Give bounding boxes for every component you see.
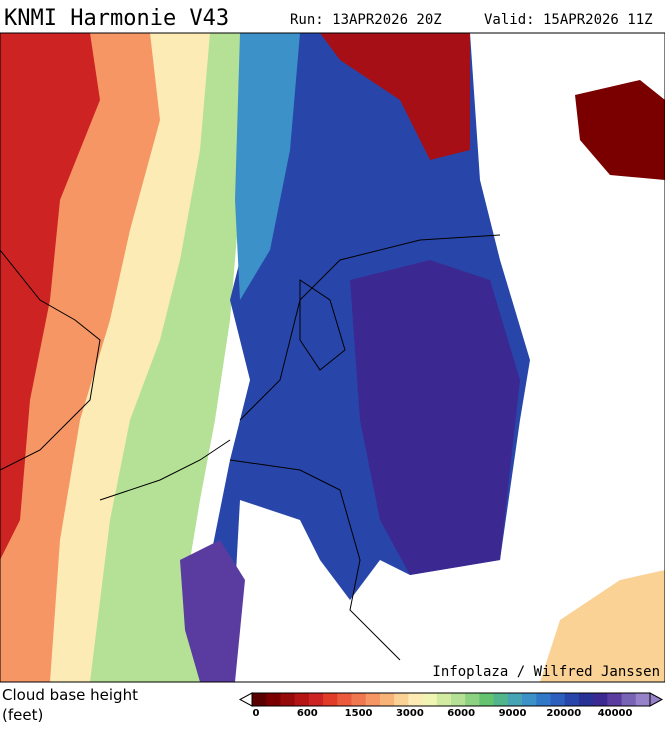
colorbar-label: 0 <box>253 708 260 719</box>
field-purple-south <box>180 540 245 682</box>
field-darkred-north <box>320 33 470 160</box>
colorbar-swatch <box>422 693 438 706</box>
legend-title: Cloud base height <box>2 686 138 704</box>
field-yellow-se <box>540 570 665 682</box>
colorbar-swatch <box>465 693 480 706</box>
colorbar-swatch <box>593 693 608 706</box>
colorbar-swatch <box>394 693 409 706</box>
colorbar-swatch <box>621 693 637 706</box>
colorbar-swatch <box>635 693 651 706</box>
colorbar-swatch <box>493 693 509 706</box>
field-purple <box>350 260 520 575</box>
colorbar-label: 600 <box>297 708 318 719</box>
colorbar-label: 20000 <box>546 708 581 719</box>
colorbar-swatch <box>308 693 324 706</box>
colorbar-swatch <box>266 693 281 706</box>
colorbar-swatch <box>522 693 537 706</box>
colorbar-label: 1500 <box>345 708 373 719</box>
colorbar: 0 600 1500 3000 6000 9000 20000 40000 <box>238 692 664 719</box>
colorbar-swatch <box>323 693 338 706</box>
colorbar-swatch <box>280 693 296 706</box>
run-time: Run: 13APR2026 20Z <box>290 12 442 28</box>
legend-unit: (feet) <box>2 706 43 724</box>
coastlines <box>0 234 501 661</box>
field-darkred-east <box>575 80 665 180</box>
title: KNMI Harmonie V43 <box>4 6 229 31</box>
colorbar-swatch <box>451 693 466 706</box>
map: Infoplaza / Wilfred Janssen <box>0 32 665 683</box>
colorbar-label: 40000 <box>598 708 633 719</box>
field-lightblue <box>235 33 300 300</box>
colorbar-swatch <box>252 693 267 706</box>
colorbar-arrow-right <box>649 692 664 707</box>
field-red <box>0 33 100 560</box>
credit: Infoplaza / Wilfred Janssen <box>432 664 660 680</box>
colorbar-swatch <box>607 693 623 706</box>
colorbar-label: 6000 <box>447 708 475 719</box>
colorbar-label: 3000 <box>396 708 424 719</box>
colorbar-swatch <box>379 693 395 706</box>
colorbar-arrow-left <box>238 692 253 707</box>
colorbar-swatch <box>408 693 424 706</box>
map-frame <box>0 32 665 683</box>
colorbar-swatch <box>365 693 381 706</box>
valid-time: Valid: 15APR2026 11Z <box>484 12 653 28</box>
colorbar-swatch <box>337 693 352 706</box>
colorbar-label: 9000 <box>499 708 527 719</box>
colorbar-swatch <box>536 693 551 706</box>
colorbar-swatch <box>507 693 523 706</box>
colorbar-swatch <box>351 693 367 706</box>
colorbar-frame <box>251 692 651 707</box>
colorbar-swatch <box>479 693 495 706</box>
colorbar-swatch <box>578 693 594 706</box>
colorbar-swatch <box>294 693 310 706</box>
colorbar-swatch <box>436 693 452 706</box>
colorbar-swatch <box>564 693 580 706</box>
colorbar-swatch <box>550 693 566 706</box>
